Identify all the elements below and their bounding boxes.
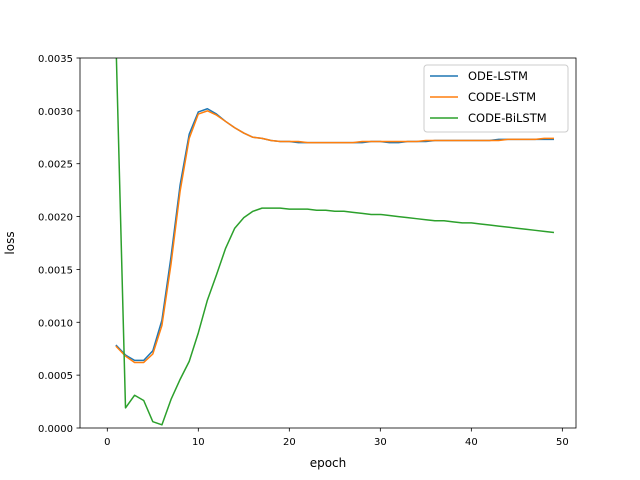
y-tick-label: 0.0005 [38,371,73,382]
x-tick-label: 10 [192,437,205,448]
legend-label-ode-lstm: ODE-LSTM [468,69,528,83]
series-line-code-bilstm [115,58,555,426]
series-lines [115,58,555,426]
axes-frame [79,57,577,429]
x-tick-label: 50 [556,437,569,448]
y-axis-label: loss [3,231,17,254]
y-axis-ticks: 0.0000 0.0005 0.0010 0.0015 0.0020 0.0025 0.00… [38,54,80,435]
y-tick-label: 0.0030 [38,107,73,118]
y-tick-label: 0.0015 [38,265,73,276]
legend-box [423,64,569,133]
x-tick-label: 20 [283,437,296,448]
x-tick-label: 40 [465,437,478,448]
y-tick-label: 0.0000 [38,424,73,435]
plot-area [115,58,555,426]
x-axis-label: epoch [310,456,347,470]
legend-label-code-bilstm: CODE-BiLSTM [468,111,547,125]
y-tick-label: 0.0010 [38,318,73,329]
x-tick-label: 0 [104,437,110,448]
y-tick-label: 0.0025 [38,160,73,171]
x-axis-ticks: 0 10 20 30 40 50 [104,428,569,448]
y-tick-label: 0.0035 [38,54,73,65]
x-tick-label: 30 [374,437,387,448]
legend: ODE-LSTM CODE-LSTM CODE-BiLSTM [423,64,569,133]
legend-label-code-lstm: CODE-LSTM [468,90,536,104]
y-tick-label: 0.0020 [38,213,73,224]
series-line-code-lstm [115,110,554,364]
